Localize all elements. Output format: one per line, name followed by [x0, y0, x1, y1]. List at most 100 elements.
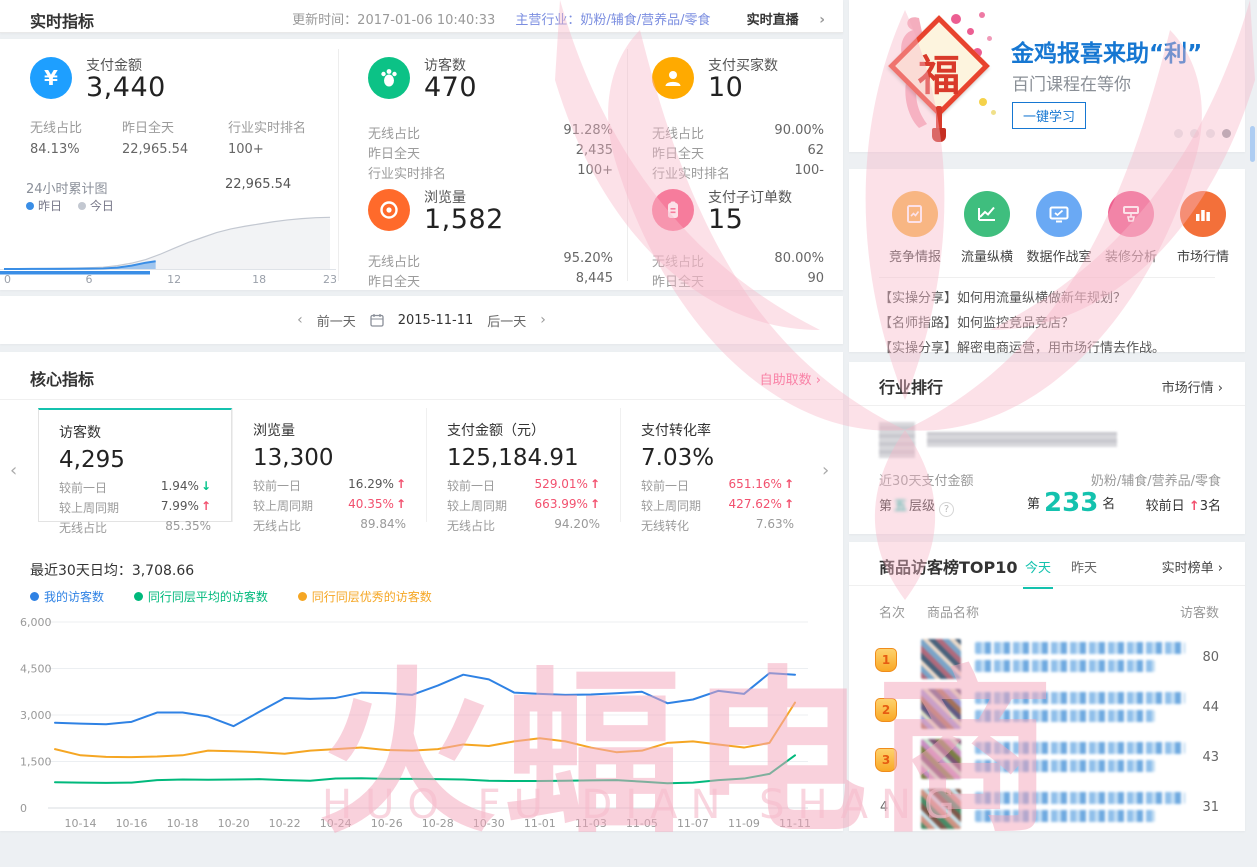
stat-row: 无线占比 80.00%: [652, 251, 824, 270]
peer-best-legend-dot: [297, 592, 307, 601]
stat-wireless-share: 无线占比 84.13%: [30, 121, 83, 157]
kpi-card-pay-amount[interactable]: 支付金额（元） 125,184.91 较前一日 529.01% ↑ 较上周同期 663…: [426, 408, 620, 533]
help-icon[interactable]: ?: [939, 502, 955, 517]
up-arrow-icon: ↑: [1188, 499, 1200, 514]
cumulative-24h-chart: 0 6 12 18 23: [0, 216, 336, 286]
core-title: 核心指标: [30, 370, 95, 389]
tool-competitive-intel[interactable]: 竞争情报: [879, 191, 951, 265]
product-row[interactable]: 1 80: [849, 634, 1245, 684]
yen-icon: ¥: [30, 57, 72, 99]
footprint-icon: [368, 57, 410, 99]
tool-decoration[interactable]: 装修分析: [1095, 191, 1167, 265]
col-rank: 名次: [879, 606, 906, 621]
product-title-blurred: [975, 810, 1155, 822]
rank-category: 奶粉/辅食/营养品/零食: [1090, 474, 1221, 489]
market-link[interactable]: 市场行情 ›: [1161, 381, 1223, 396]
tassel: [932, 106, 946, 142]
svg-text:10-30: 10-30: [473, 817, 505, 830]
stat-row: 昨日全天 62: [652, 143, 824, 162]
date-navigator: ‹ 前一天 2015-11-11 后一天 ›: [0, 296, 843, 344]
svg-text:11-01: 11-01: [524, 817, 556, 830]
product-title-blurred: [975, 742, 1185, 754]
svg-text:10-26: 10-26: [371, 817, 403, 830]
data-screen-icon: [1036, 191, 1082, 237]
carousel-left-arrow[interactable]: ‹: [10, 460, 18, 481]
mini-chart-title: 24小时累计图: [26, 182, 108, 197]
svg-text:12: 12: [167, 273, 181, 286]
product-title-blurred: [975, 710, 1155, 722]
peer-avg-legend-dot: [133, 592, 143, 601]
views-icon: [368, 189, 410, 231]
svg-text:10-24: 10-24: [320, 817, 352, 830]
rank-badge: 3: [875, 748, 897, 772]
svg-text:10-20: 10-20: [218, 817, 250, 830]
next-day-chevron-icon[interactable]: ›: [540, 312, 546, 328]
svg-text:10-22: 10-22: [269, 817, 301, 830]
carousel-dots[interactable]: [1167, 127, 1231, 142]
stat-row: 无线占比 90.00%: [652, 123, 824, 142]
realtime-metrics-panel: ¥ 支付金额 3,440 无线占比 84.13% 昨日全天 22,965.54 行业…: [0, 39, 843, 290]
tab-yesterday[interactable]: 昨天: [1071, 561, 1098, 576]
prev-day-button[interactable]: 前一天: [316, 314, 356, 330]
scrollbar-thumb[interactable]: [1250, 126, 1255, 162]
metric-sub-orders: 支付子订单数 15: [652, 187, 837, 247]
realtime-rank-link[interactable]: 实时榜单 ›: [1161, 561, 1223, 576]
top10-title: 商品访客榜TOP10: [879, 558, 1018, 577]
product-title-blurred: [975, 760, 1155, 772]
visitor-count: 43: [1202, 750, 1219, 765]
current-date[interactable]: 2015-11-11: [397, 312, 474, 328]
shop-rank: 第 233 名: [1027, 488, 1116, 518]
product-row[interactable]: 4 31: [849, 784, 1245, 831]
learn-button[interactable]: 一键学习: [1012, 102, 1087, 129]
stat-row: 昨日全天 90: [652, 271, 824, 290]
product-thumbnail: [921, 789, 961, 829]
divider: [879, 277, 1215, 278]
svg-text:1,500: 1,500: [20, 756, 52, 769]
svg-text:10-18: 10-18: [167, 817, 199, 830]
kpi-card-conversion[interactable]: 支付转化率 7.03% 较前一日 651.16% ↑ 较上周同期 427.62% ↑ 无…: [620, 408, 814, 533]
svg-text:10-28: 10-28: [422, 817, 454, 830]
svg-text:0: 0: [4, 273, 11, 286]
kpi-card-visitors[interactable]: 访客数 4,295 较前一日 1.94% ↓ 较上周同期 7.99% ↑ 无线占比 85.…: [38, 408, 232, 535]
product-thumbnail: [921, 689, 961, 729]
tool-traffic[interactable]: 流量纵横: [951, 191, 1023, 265]
svg-text:11-03: 11-03: [575, 817, 607, 830]
news-item[interactable]: 【实操分享】如何用流量纵横做新年规划？: [879, 291, 1127, 306]
main-industry[interactable]: 主营行业：奶粉/辅食/营养品/零食: [515, 13, 711, 28]
self-service-data-link[interactable]: 自助取数 ›: [759, 373, 821, 388]
next-day-button[interactable]: 后一天: [487, 314, 527, 330]
realtime-header: 实时指标 更新时间：2017-01-06 10:40:33 主营行业：奶粉/辅食…: [0, 0, 843, 33]
tools-panel: 竞争情报 流量纵横 数据作战室 装修分析 市场行情 【实操分享】如何用流量纵横做…: [849, 169, 1245, 356]
avg-30d-label: 最近30天日均：3,708.66: [30, 563, 195, 579]
tool-market[interactable]: 市场行情: [1167, 191, 1239, 265]
stat-row: 昨日全天 8,445: [368, 271, 613, 290]
my-visitors-legend-dot: [30, 592, 39, 601]
live-link[interactable]: 实时直播 ›: [746, 12, 825, 28]
svg-text:18: 18: [252, 273, 266, 286]
industry-rank-panel: 行业排行 市场行情 › 近30天支付金额 奶粉/辅食/营养品/零食 第五层级? …: [849, 362, 1245, 534]
tab-today[interactable]: 今天: [1022, 557, 1054, 589]
kpi-card-pageviews[interactable]: 浏览量 13,300 较前一日 16.29% ↑ 较上周同期 40.35% ↑ 无线占比…: [232, 408, 426, 533]
buyer-icon: [652, 57, 694, 99]
product-row[interactable]: 3 43: [849, 734, 1245, 784]
svg-text:10-16: 10-16: [116, 817, 148, 830]
svg-text:3,000: 3,000: [20, 709, 52, 722]
trend-chart-legend: 我的访客数 同行同层平均的访客数 同行同层优秀的访客数: [30, 588, 458, 605]
product-title-blurred: [975, 642, 1185, 654]
metric-pageviews: 浏览量 1,582: [368, 187, 618, 247]
carousel-right-arrow[interactable]: ›: [822, 460, 830, 481]
realtime-title: 实时指标: [30, 12, 95, 31]
rank-number: 4: [880, 800, 889, 815]
product-row[interactable]: 2 44: [849, 684, 1245, 734]
promo-banner[interactable]: 福 金鸡报喜来助“利” 百门课程在等你 一键学习: [849, 0, 1245, 152]
news-item[interactable]: 【名师指路】如何监控竞品竞店？: [879, 316, 1075, 331]
banner-subtitle: 百门课程在等你: [1012, 75, 1131, 95]
mini-chart-legend: 昨日 今日: [26, 197, 126, 214]
product-title-blurred: [975, 660, 1155, 672]
metric-pay-buyers: 支付买家数 10: [652, 55, 837, 115]
tool-data-room[interactable]: 数据作战室: [1023, 191, 1095, 265]
prev-day-chevron-icon[interactable]: ‹: [297, 312, 303, 328]
visitors-30d-chart: 0 1,500 3,000 4,500 6,000 10-14 10-16 10-18 10-2…: [20, 616, 811, 830]
news-item[interactable]: 【实操分享】解密电商运营，用市场行情去作战。: [879, 341, 1166, 356]
divider: [627, 49, 628, 281]
